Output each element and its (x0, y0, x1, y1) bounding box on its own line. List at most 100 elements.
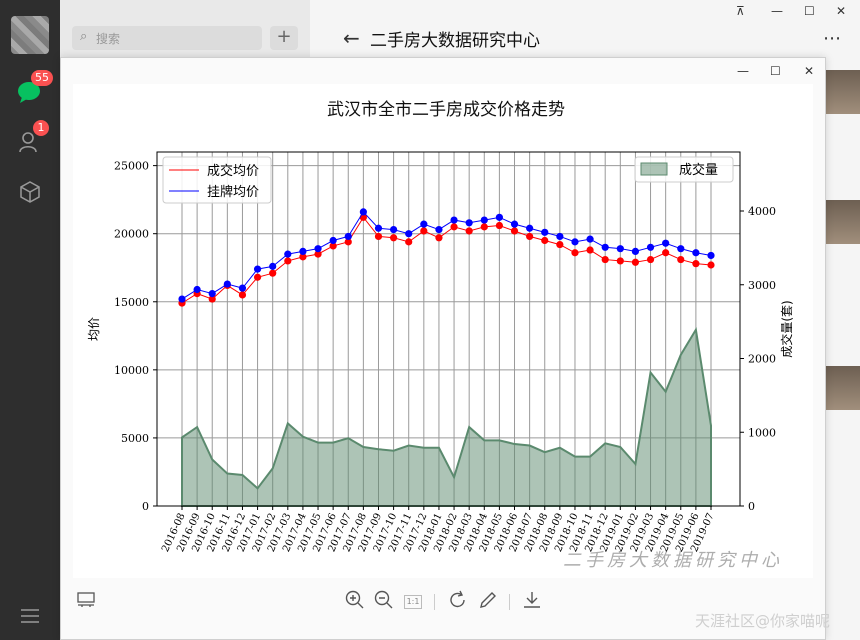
message-thumbnail[interactable] (826, 200, 860, 244)
chart-image: 武汉市全市二手房成交价格走势 0 5000 10000 15000 20000 25000… (73, 84, 813, 578)
data-point (677, 245, 685, 253)
y-right-tick-label: 2000 (748, 353, 776, 366)
data-point (465, 219, 473, 227)
data-point (631, 247, 640, 255)
data-point (238, 291, 247, 299)
actual-size-button[interactable]: 1:1 (404, 595, 422, 609)
data-point (420, 220, 428, 228)
search-input[interactable]: ⌕ 搜索 (72, 26, 262, 50)
data-point (253, 273, 262, 281)
data-point (692, 260, 700, 268)
edit-pen-icon[interactable] (478, 590, 498, 615)
data-point (329, 242, 337, 250)
data-point (193, 285, 201, 294)
data-point (329, 236, 337, 245)
data-point (586, 246, 594, 254)
data-point (556, 232, 564, 241)
message-thumbnail[interactable] (826, 366, 860, 410)
data-point (646, 255, 655, 264)
data-point (677, 255, 685, 264)
back-arrow-icon[interactable]: ← (343, 26, 360, 50)
toolbar-divider (509, 594, 510, 610)
user-avatar[interactable] (11, 16, 49, 54)
data-point (556, 240, 564, 249)
y-right-tick-label: 3000 (748, 279, 776, 292)
data-point (465, 227, 473, 235)
data-point (526, 224, 534, 232)
hamburger-icon (21, 609, 39, 623)
chat-title: 二手房大数据研究中心 (370, 31, 540, 51)
legend-label: 挂牌均价 (207, 184, 259, 200)
y-left-tick-label: 10000 (114, 364, 149, 377)
data-point (435, 234, 443, 242)
data-point (314, 245, 322, 253)
data-point (253, 265, 262, 273)
data-point (359, 208, 367, 216)
pin-icon[interactable]: ⊼ (736, 4, 745, 18)
data-point (420, 227, 428, 235)
data-point (269, 269, 277, 277)
image-watermark: 二手房大数据研究中心 (563, 550, 783, 571)
data-point (435, 226, 443, 234)
close-button[interactable]: ✕ (836, 4, 847, 18)
zoom-in-icon[interactable] (345, 590, 365, 615)
viewer-minimize-button[interactable]: — (737, 64, 749, 78)
more-options-icon[interactable]: ⋯ (823, 28, 842, 49)
viewer-maximize-button[interactable]: ☐ (770, 64, 781, 78)
zoom-out-icon[interactable] (374, 590, 394, 615)
data-point (223, 280, 231, 288)
data-point (662, 249, 670, 257)
add-chat-button[interactable]: + (270, 26, 298, 50)
contacts-icon (19, 132, 37, 153)
data-point (692, 249, 700, 257)
maximize-button[interactable]: ☐ (804, 4, 815, 18)
toolbar-divider (434, 594, 435, 610)
viewer-close-button[interactable]: ✕ (804, 64, 815, 78)
series-line (181, 216, 712, 304)
data-point (390, 226, 398, 234)
message-thumbnail[interactable] (826, 70, 860, 114)
data-point (616, 257, 624, 265)
data-point (510, 220, 519, 228)
data-point (707, 261, 715, 269)
legend-area-swatch (640, 162, 668, 176)
y-left-axis-label: 均价 (87, 317, 101, 341)
y-left-tick-label: 5000 (121, 432, 149, 445)
contacts-badge: 1 (33, 120, 49, 136)
data-point (344, 238, 352, 246)
y-right-tick-label: 1000 (748, 426, 776, 439)
data-point (601, 243, 609, 251)
data-point (208, 290, 216, 298)
data-point (495, 213, 503, 221)
minimize-button[interactable]: — (771, 4, 783, 18)
data-point (480, 216, 488, 224)
image-viewer-window: — ☐ ✕ 武汉市全市二手房成交价格走势 0 5000 10000 15000 2000… (60, 57, 826, 640)
plot-frame (156, 151, 741, 507)
data-point (390, 234, 398, 242)
series-line (181, 211, 712, 300)
data-point (707, 251, 715, 260)
data-point (616, 245, 624, 253)
thumbnail-view-icon[interactable] (77, 592, 95, 613)
data-point (450, 216, 458, 224)
data-point (299, 253, 307, 261)
data-point (480, 223, 488, 231)
data-point (405, 230, 413, 238)
search-placeholder: 搜索 (96, 32, 121, 46)
menu-button[interactable] (14, 600, 46, 632)
y-right-axis-label: 成交量(套) (779, 300, 794, 357)
download-icon[interactable] (522, 590, 542, 615)
data-point (586, 235, 594, 243)
contacts-nav-button[interactable]: 1 (14, 120, 49, 158)
miniprogram-nav-button[interactable] (14, 176, 46, 208)
chats-nav-button[interactable]: 55 (14, 70, 53, 108)
y-left-tick-label: 20000 (114, 228, 149, 241)
rotate-icon[interactable] (448, 590, 468, 615)
data-point (374, 224, 383, 232)
chart-title: 武汉市全市二手房成交价格走势 (327, 100, 565, 120)
cube-icon (20, 181, 40, 203)
y-left-tick-label: 0 (142, 500, 149, 513)
chat-unread-badge: 55 (31, 70, 53, 86)
data-point (178, 295, 186, 303)
